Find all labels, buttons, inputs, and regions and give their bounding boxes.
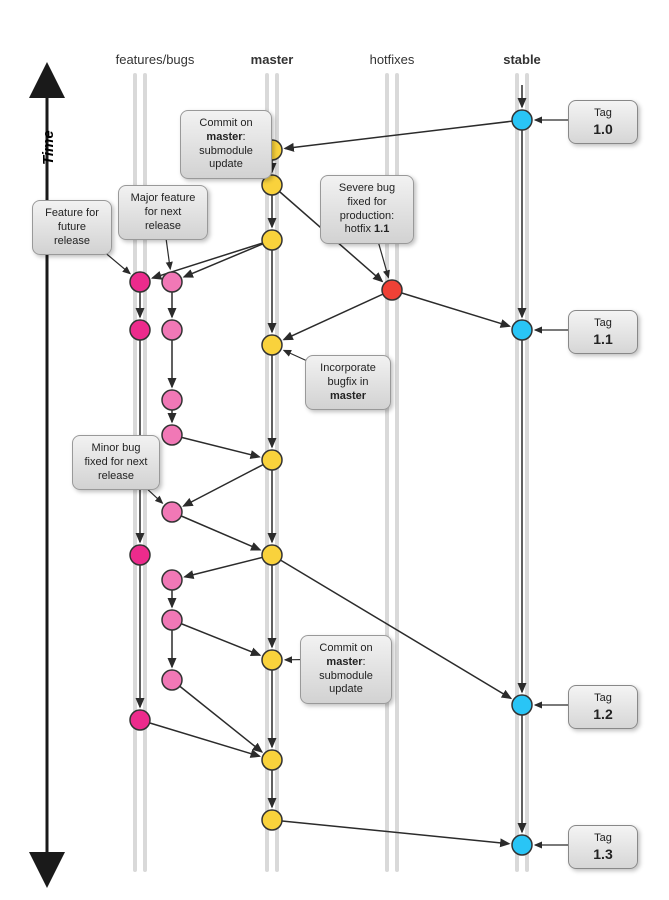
lane-label: master [251, 52, 294, 67]
annotation-bubble: Minor bug fixed for next release [72, 435, 160, 490]
commit-node [130, 272, 150, 292]
commit-node [382, 280, 402, 300]
annotation-bubble: Severe bug fixed for production: hotfix … [320, 175, 414, 244]
commit-node [130, 545, 150, 565]
commit-node [162, 272, 182, 292]
tag-box: Tag1.1 [568, 310, 638, 354]
commit-node [512, 320, 532, 340]
commit-node [162, 425, 182, 445]
commit-node [162, 390, 182, 410]
commit-node [162, 610, 182, 630]
commit-node [512, 110, 532, 130]
commit-node [162, 320, 182, 340]
commit-node [262, 545, 282, 565]
commit-node [162, 570, 182, 590]
tag-box: Tag1.0 [568, 100, 638, 144]
annotation-bubble: Major feature for next release [118, 185, 208, 240]
annotation-bubble: Commit on master: submodule update [180, 110, 272, 179]
lane-label: hotfixes [370, 52, 415, 67]
commit-node [162, 670, 182, 690]
time-axis-label: Time [40, 130, 57, 165]
annotation-bubble: Feature for future release [32, 200, 112, 255]
annotation-bubble: Commit on master: submodule update [300, 635, 392, 704]
commit-node [130, 710, 150, 730]
commit-node [262, 810, 282, 830]
tag-box: Tag1.2 [568, 685, 638, 729]
tag-box: Tag1.3 [568, 825, 638, 869]
commit-node [262, 230, 282, 250]
commit-node [512, 835, 532, 855]
lane-label: features/bugs [116, 52, 195, 67]
commit-node [262, 750, 282, 770]
annotation-bubble: Incorporate bugfix in master [305, 355, 391, 410]
lane-label: stable [503, 52, 541, 67]
commit-node [262, 650, 282, 670]
commit-node [130, 320, 150, 340]
commit-node [262, 335, 282, 355]
commit-node [262, 450, 282, 470]
commit-node [162, 502, 182, 522]
commit-node [512, 695, 532, 715]
